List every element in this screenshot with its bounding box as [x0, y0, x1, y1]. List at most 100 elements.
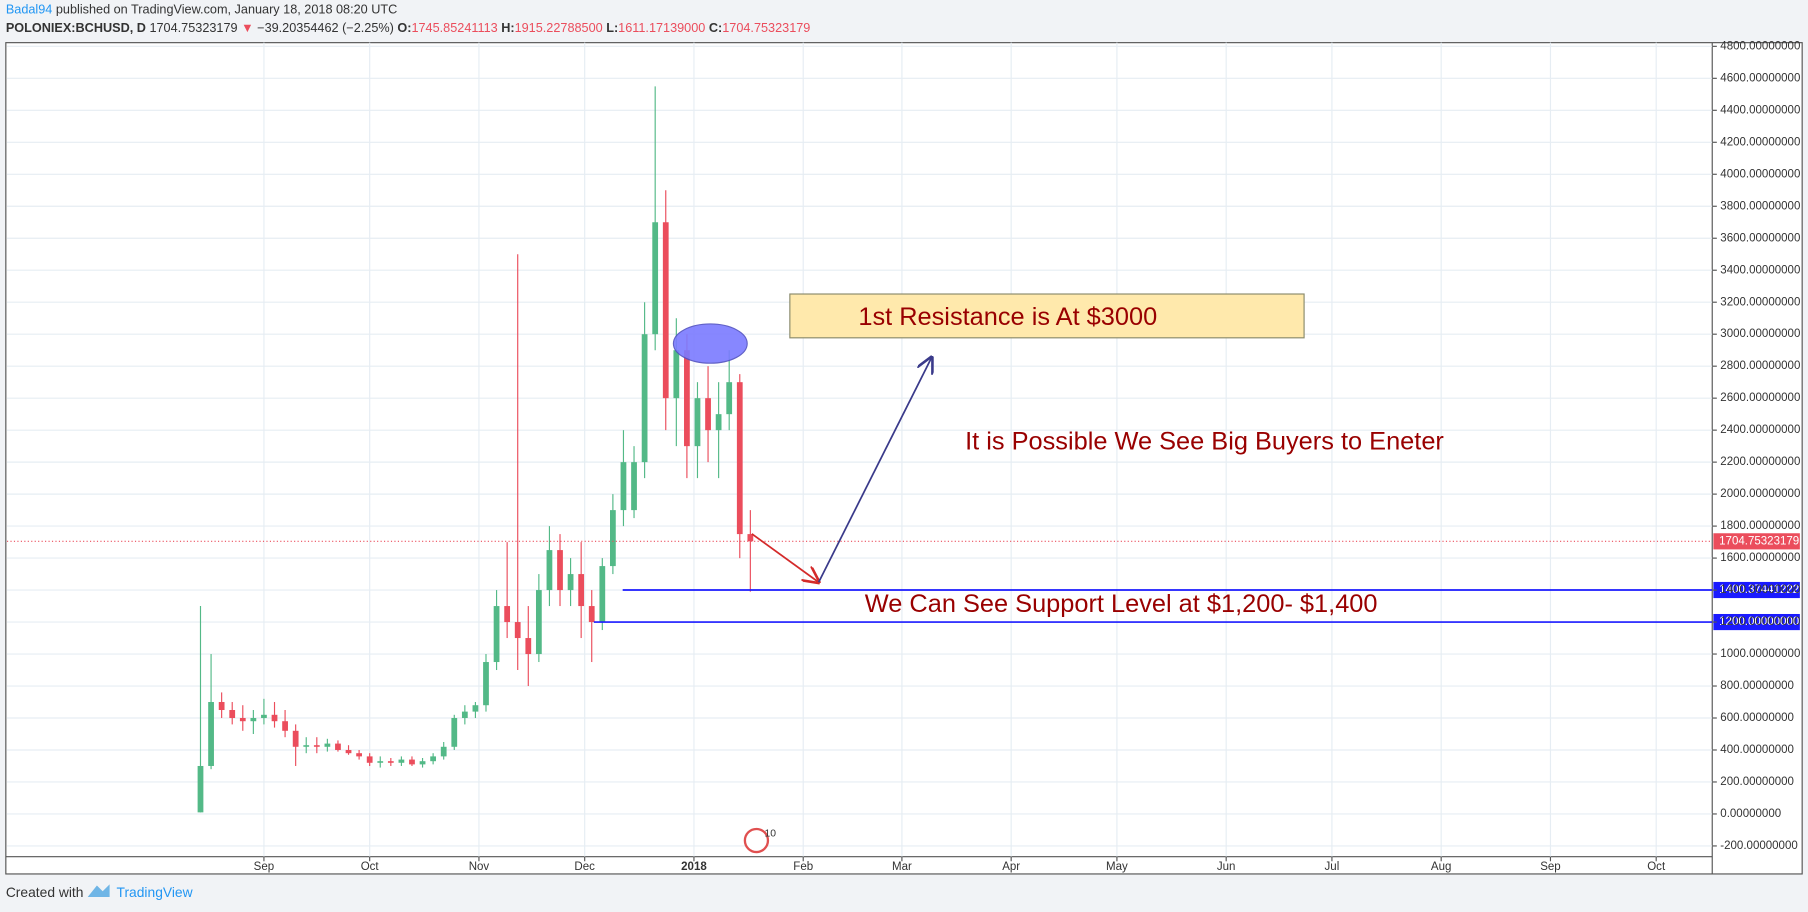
candle-body: [398, 759, 405, 763]
y-tick-label: 0.00000000: [1720, 808, 1781, 820]
change: −39.20354462 (−2.25%): [257, 21, 394, 35]
y-tick-label: 4000.00000000: [1720, 168, 1800, 180]
candle-body: [366, 756, 373, 763]
x-tick-label: Dec: [574, 861, 595, 873]
y-tick-label: 800.00000000: [1720, 680, 1794, 692]
h-label: H:: [501, 21, 514, 35]
event-icon[interactable]: [743, 827, 770, 854]
candle-body: [218, 702, 225, 711]
c-label: C:: [709, 21, 722, 35]
candle-body: [409, 759, 415, 765]
header-line: Badal94 published on TradingView.com, Ja…: [6, 3, 397, 17]
y-tick-label: 2000.00000000: [1720, 488, 1800, 500]
x-tick-label: Aug: [1431, 861, 1452, 873]
l-label: L:: [606, 21, 618, 35]
candle-body: [239, 718, 246, 722]
candle-body: [461, 711, 468, 719]
c-value: 1704.75323179: [722, 21, 810, 35]
price-lines: 1704.75323179 1400.37441222 1200.00000000: [6, 533, 1800, 631]
candle-body: [726, 382, 733, 415]
candle-body: [282, 721, 288, 731]
candle-body: [525, 638, 532, 655]
x-tick-label: Feb: [793, 861, 813, 873]
candle-body: [261, 714, 267, 719]
y-tick-label: 3200.00000000: [1720, 296, 1800, 308]
candle-body: [694, 398, 701, 447]
candle-body: [662, 222, 669, 399]
price-label-box: [1713, 581, 1800, 599]
candle-body: [440, 746, 447, 757]
o-value: 1745.85241113: [411, 21, 497, 35]
candle-body: [631, 462, 637, 511]
symbol: POLONIEX:BCHUSD, D: [6, 21, 146, 35]
candle-body: [356, 753, 362, 757]
highlight-ellipse: [672, 323, 748, 364]
author[interactable]: Badal94: [6, 3, 53, 17]
y-tick-label: 200.00000000: [1720, 776, 1794, 788]
annotation: We Can See Support Level at $1,200- $1,4…: [865, 590, 1378, 618]
arrow: [751, 533, 819, 582]
candle-body: [588, 606, 595, 623]
x-tick-label: Sep: [1540, 861, 1561, 873]
candle-body: [673, 350, 680, 399]
y-tick-label: 3800.00000000: [1720, 200, 1800, 212]
l-value: 1611.17139000: [618, 21, 705, 35]
candle-body: [546, 550, 553, 591]
y-tick-label: 4200.00000000: [1720, 136, 1800, 148]
price-label: 1200.00000000: [1719, 616, 1799, 628]
chart-frame: [5, 42, 1803, 875]
arrow: ▼: [241, 21, 254, 35]
candle-body: [747, 534, 754, 542]
y-tick-label: 600.00000000: [1720, 712, 1794, 724]
last: 1704.75323179: [149, 21, 237, 35]
candle-body: [736, 382, 743, 535]
candle-body: [335, 743, 341, 750]
candle-body: [567, 574, 574, 591]
candle-body: [557, 550, 563, 591]
y-tick-label: 3600.00000000: [1720, 232, 1800, 244]
candle-body: [377, 761, 384, 763]
x-tick-label: Sep: [254, 861, 275, 873]
candle-body: [250, 718, 257, 722]
footer-text: Created with: [6, 884, 84, 900]
candle-body: [208, 702, 214, 766]
y-tick-label: 4600.00000000: [1720, 72, 1800, 84]
candle-body: [493, 606, 500, 663]
candle-body: [229, 710, 236, 719]
arrow: [817, 357, 932, 583]
x-tick-label: Nov: [469, 861, 490, 873]
price-label-box: [1713, 613, 1800, 631]
y-tick-label: 2800.00000000: [1720, 360, 1800, 372]
candle-body: [610, 510, 616, 567]
candle-body: [705, 398, 711, 431]
candle-body: [419, 761, 426, 765]
candle-body: [599, 566, 606, 623]
x-tick-label: Mar: [892, 861, 912, 873]
y-tick-label: 3400.00000000: [1720, 264, 1800, 276]
candle-body: [271, 714, 278, 722]
candle-body: [652, 222, 659, 335]
annotation: It is Possible We See Big Buyers to Enet…: [965, 427, 1444, 455]
price-label-box: [1713, 533, 1800, 550]
y-tick-label: 4800.00000000: [1720, 40, 1800, 52]
x-tick-label: 2018: [681, 861, 707, 873]
symbol-line: POLONIEX:BCHUSD, D 1704.75323179 ▼ −39.2…: [6, 21, 811, 35]
x-tick-label: Jun: [1217, 861, 1236, 873]
x-tick-label: Oct: [361, 861, 380, 873]
candle-body: [430, 756, 437, 762]
price-label: 1704.75323179: [1719, 535, 1799, 547]
candle-body: [620, 462, 627, 511]
candle-body: [578, 574, 585, 607]
candle-body: [514, 622, 521, 639]
footer-brand[interactable]: TradingView: [117, 884, 194, 900]
candles: [197, 86, 754, 813]
candle-body: [504, 606, 511, 623]
candle-body: [715, 414, 722, 431]
candle-body: [535, 590, 542, 655]
y-tick-label: 1800.00000000: [1720, 520, 1800, 532]
candle-body: [324, 743, 331, 747]
candle-body: [472, 705, 479, 712]
annotation: 1st Resistance is At $3000: [858, 303, 1157, 331]
